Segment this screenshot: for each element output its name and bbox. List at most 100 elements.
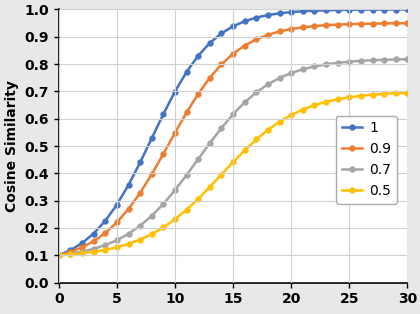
- 0.9: [277, 30, 282, 33]
- 0.9: [312, 24, 317, 28]
- 0.5: [242, 149, 247, 152]
- 0.9: [161, 152, 166, 156]
- 0.7: [347, 60, 352, 63]
- 0.9: [79, 246, 84, 249]
- 0.9: [289, 27, 294, 31]
- 0.7: [79, 250, 84, 253]
- 1: [382, 8, 387, 11]
- 0.9: [347, 22, 352, 26]
- 1: [207, 41, 213, 45]
- 0.7: [335, 61, 340, 65]
- 0.9: [323, 23, 328, 27]
- 1: [56, 253, 61, 257]
- Y-axis label: Cosine Similarity: Cosine Similarity: [5, 80, 19, 212]
- 0.9: [405, 21, 410, 25]
- 1: [370, 8, 375, 12]
- 0.5: [138, 238, 143, 241]
- 1: [254, 16, 259, 19]
- 0.5: [68, 252, 73, 256]
- 0.7: [149, 214, 154, 218]
- 0.7: [207, 141, 213, 145]
- 0.7: [312, 65, 317, 68]
- 0.7: [219, 126, 224, 130]
- 0.9: [56, 253, 61, 257]
- 0.7: [370, 58, 375, 62]
- 0.5: [231, 160, 236, 164]
- 1: [393, 8, 398, 11]
- 0.5: [347, 95, 352, 99]
- 1: [114, 203, 119, 207]
- 1: [68, 248, 73, 252]
- 0.5: [335, 97, 340, 101]
- Line: 0.9: 0.9: [56, 20, 410, 258]
- 0.5: [184, 208, 189, 212]
- 1: [405, 8, 410, 11]
- 0.5: [254, 138, 259, 141]
- 0.5: [149, 232, 154, 236]
- 1: [323, 8, 328, 12]
- 1: [300, 9, 305, 13]
- 0.9: [207, 76, 213, 79]
- 0.5: [219, 173, 224, 176]
- 0.9: [393, 21, 398, 25]
- 1: [289, 10, 294, 14]
- 0.5: [323, 100, 328, 104]
- 0.5: [79, 252, 84, 255]
- 0.7: [91, 247, 96, 251]
- 0.9: [242, 44, 247, 47]
- 0.5: [103, 248, 108, 252]
- 0.9: [231, 52, 236, 56]
- 0.7: [161, 202, 166, 206]
- 1: [219, 31, 224, 35]
- 1: [138, 160, 143, 164]
- 0.5: [405, 91, 410, 95]
- 0.7: [173, 188, 178, 192]
- 0.5: [277, 120, 282, 124]
- 0.9: [68, 250, 73, 254]
- 0.5: [173, 217, 178, 221]
- 1: [335, 8, 340, 12]
- 0.9: [114, 220, 119, 224]
- 0.7: [114, 238, 119, 242]
- 0.9: [358, 22, 363, 26]
- 0.5: [393, 91, 398, 95]
- 0.5: [161, 225, 166, 229]
- Legend: 1, 0.9, 0.7, 0.5: 1, 0.9, 0.7, 0.5: [336, 116, 397, 204]
- Line: 0.7: 0.7: [56, 57, 410, 258]
- 1: [231, 24, 236, 28]
- 0.9: [149, 172, 154, 176]
- 0.7: [138, 224, 143, 228]
- 0.7: [405, 57, 410, 61]
- 0.9: [300, 25, 305, 29]
- 0.5: [91, 250, 96, 254]
- 1: [126, 183, 131, 187]
- 1: [242, 19, 247, 23]
- 0.7: [393, 57, 398, 61]
- 0.7: [126, 232, 131, 236]
- 0.7: [358, 59, 363, 63]
- 0.5: [56, 253, 61, 257]
- 0.9: [138, 191, 143, 195]
- 0.7: [231, 112, 236, 116]
- 0.9: [382, 22, 387, 25]
- 0.7: [254, 90, 259, 94]
- 0.7: [184, 173, 189, 177]
- 1: [79, 241, 84, 245]
- 0.7: [300, 68, 305, 71]
- 0.5: [300, 108, 305, 111]
- 0.7: [323, 62, 328, 66]
- Line: 1: 1: [56, 7, 410, 258]
- 1: [196, 54, 201, 57]
- 0.7: [68, 252, 73, 256]
- 1: [149, 136, 154, 140]
- 0.9: [219, 62, 224, 66]
- 0.9: [265, 33, 270, 37]
- 0.7: [382, 58, 387, 62]
- 0.7: [265, 82, 270, 86]
- Line: 0.5: 0.5: [56, 90, 410, 258]
- 0.9: [370, 22, 375, 25]
- 0.7: [56, 253, 61, 257]
- 0.5: [126, 242, 131, 246]
- 0.7: [103, 243, 108, 247]
- 1: [312, 9, 317, 13]
